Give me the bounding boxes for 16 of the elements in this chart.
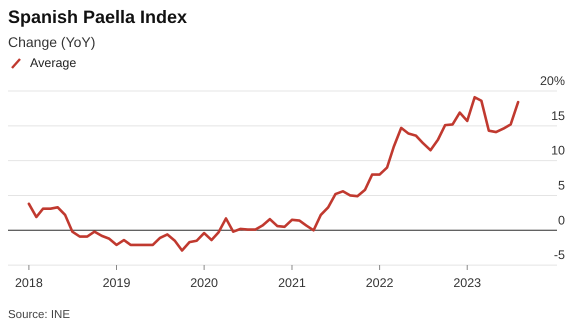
source-note: Source: INE [8, 309, 70, 321]
y-tick-label: 10 [551, 144, 566, 158]
chart-title: Spanish Paella Index [8, 7, 188, 27]
legend-label: Average [30, 56, 76, 70]
x-tick-label: 2023 [453, 276, 482, 290]
y-tick-label: 5 [558, 178, 566, 192]
chart-subtitle: Change (YoY) [8, 34, 96, 50]
y-tick-label: 0 [558, 213, 566, 228]
x-tick-label: 2022 [366, 276, 394, 290]
y-tick-label: 15 [551, 108, 566, 123]
x-tick-label: 2021 [278, 276, 306, 290]
y-tick-label: -5 [554, 248, 566, 262]
x-tick-label: 2018 [14, 276, 43, 290]
x-tick-label: 2019 [102, 276, 130, 290]
x-tick-label: 2020 [190, 276, 218, 290]
y-tick-label: 20% [540, 74, 565, 88]
